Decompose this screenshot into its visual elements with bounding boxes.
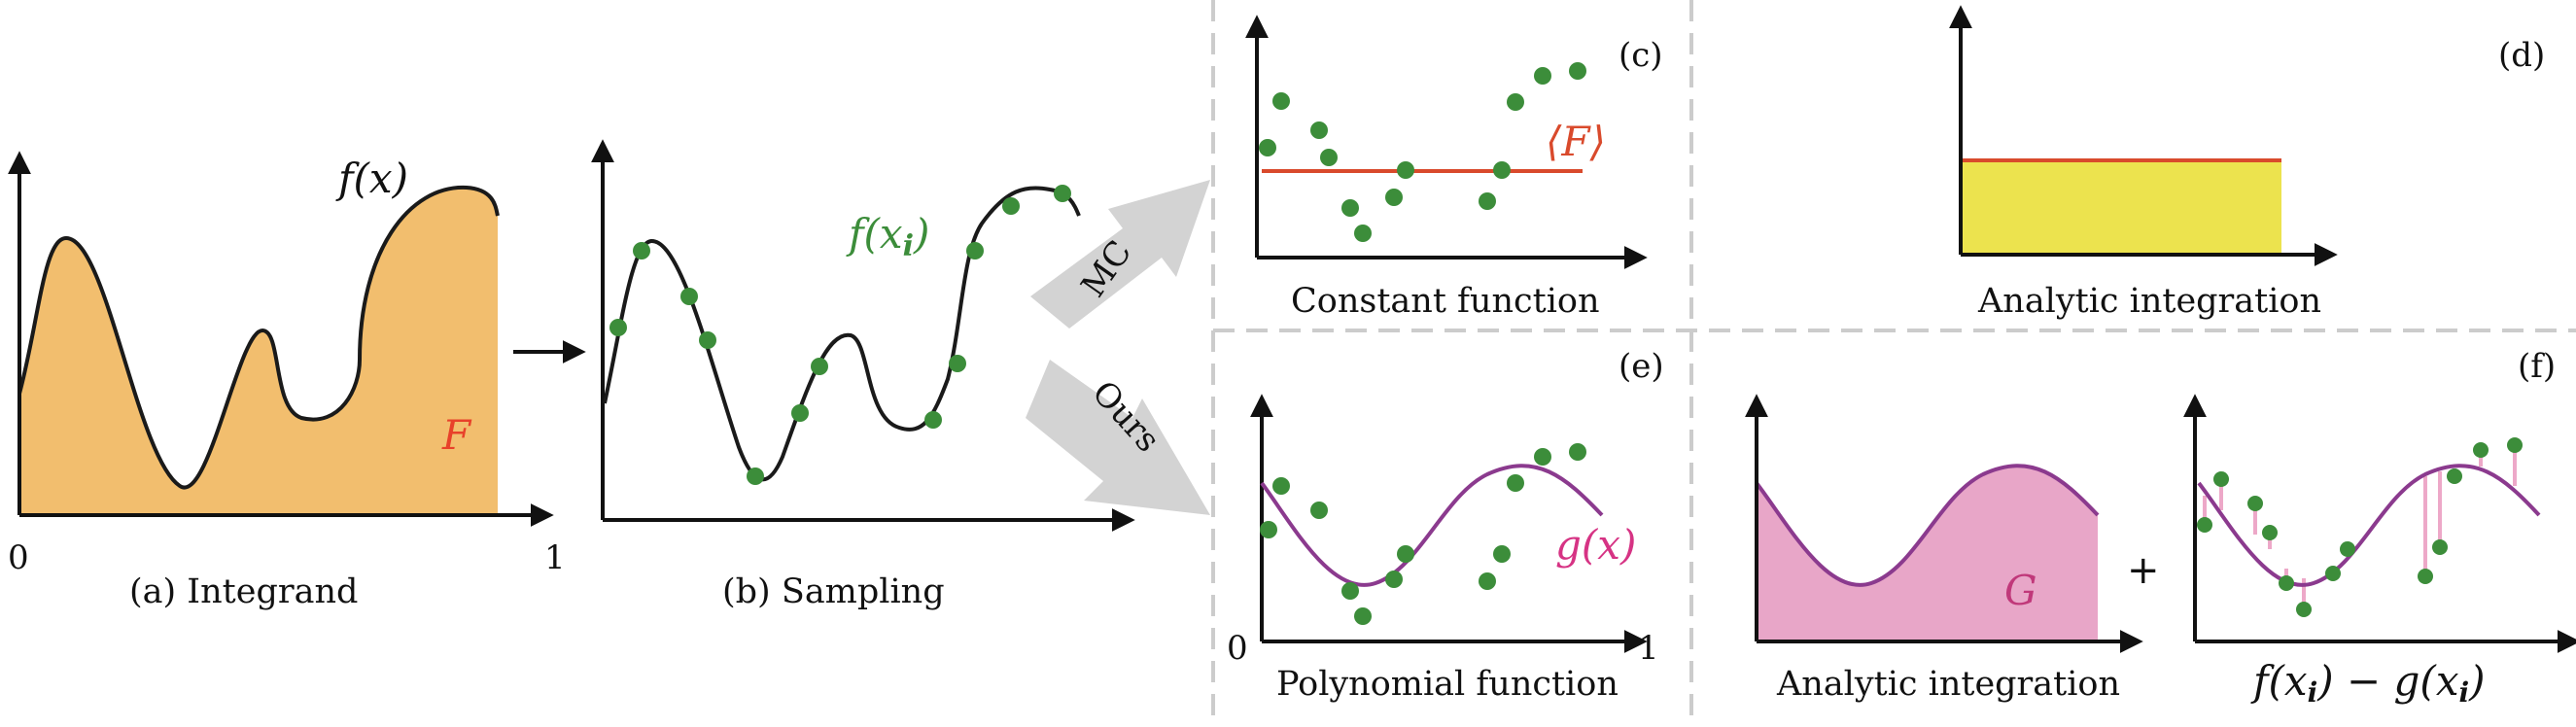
sample-point (1385, 189, 1403, 206)
panel-a: 0 1 f(x) F (a) Integrand (7, 151, 566, 611)
sample-point (2213, 471, 2229, 487)
sample-point (949, 355, 966, 372)
x-tick-zero: 0 (1227, 629, 1248, 668)
sample-point (1534, 67, 1551, 85)
sample-points (1259, 62, 1586, 242)
sample-point (2247, 496, 2263, 511)
plus-sign: + (2127, 548, 2160, 593)
G-label: G (2004, 567, 2037, 614)
polynomial-curve (1260, 464, 1604, 587)
sample-point (1534, 448, 1551, 466)
x-tick-one: 1 (1638, 629, 1659, 668)
sample-point (2279, 575, 2294, 591)
mean-label: ⟨F⟩ (1546, 118, 1606, 165)
arrow-ours: Ours (1026, 360, 1210, 515)
sample-point (1507, 474, 1524, 492)
integrand-area (19, 187, 498, 516)
G-area (1757, 466, 2098, 641)
integrand-curve (17, 185, 500, 490)
residual-label: f(xi) − g(xi) (2250, 657, 2486, 709)
sample-point (1054, 185, 1071, 202)
sample-point (811, 358, 828, 375)
caption-c: Constant function (1291, 282, 1600, 321)
sample-point (1479, 572, 1496, 590)
panel-letter-e: (e) (1619, 347, 1664, 386)
panel-letter-f: (f) (2518, 347, 2556, 386)
panel-c: ⟨F⟩ (c) Constant function (1245, 15, 1663, 321)
panel-d: (d) Analytic integration (1949, 5, 2545, 321)
sample-point (1569, 443, 1586, 461)
fx-label: f(x) (335, 155, 408, 202)
F-label: F (441, 411, 472, 459)
caption-e: Polynomial function (1276, 665, 1619, 704)
sample-points (2197, 437, 2523, 617)
sample-point (2473, 442, 2489, 458)
panel-f: G Analytic integration + (1745, 347, 2576, 709)
sample-point (747, 467, 764, 485)
panel-e: g(x) 0 1 (e) Polynomial function (1227, 347, 1664, 704)
arrow-mc: MC (1030, 180, 1210, 329)
sample-point (1341, 199, 1359, 217)
sample-point (966, 242, 984, 260)
sample-point (924, 411, 942, 429)
residual-lines (2203, 445, 2517, 609)
sample-point (1272, 477, 1290, 495)
polynomial-curve (2197, 464, 2541, 587)
sample-point (680, 288, 698, 305)
caption-a: (a) Integrand (129, 572, 358, 611)
sample-points (1260, 443, 1586, 625)
sample-point (1002, 197, 1020, 215)
caption-b: (b) Sampling (722, 572, 945, 611)
sample-point (2447, 468, 2462, 484)
caption-d: Analytic integration (1977, 282, 2321, 321)
gx-label: g(x) (1555, 521, 1636, 569)
sample-point (1397, 545, 1414, 563)
sample-point (2507, 437, 2523, 453)
sample-points (609, 185, 1071, 485)
panel-letter-d: (d) (2498, 36, 2545, 75)
sample-point (1320, 149, 1338, 166)
sample-point (1260, 521, 1277, 538)
sample-point (1310, 502, 1328, 519)
sampling-curve (603, 186, 1081, 482)
sample-point (1385, 571, 1403, 588)
sample-point (1569, 62, 1586, 80)
panel-letter-c: (c) (1619, 36, 1663, 75)
x-tick-zero: 0 (8, 538, 29, 577)
sample-point (1493, 161, 1511, 179)
sample-point (1397, 161, 1414, 179)
sample-point (1354, 607, 1372, 625)
sample-point (1310, 121, 1328, 139)
sample-point (633, 242, 650, 260)
sample-point (1479, 192, 1496, 210)
sample-point (1493, 545, 1511, 563)
caption-f-left: Analytic integration (1776, 665, 2120, 704)
analytic-area (1961, 160, 2281, 254)
sample-point (1272, 92, 1290, 110)
sample-point (1507, 93, 1524, 111)
sample-point (2418, 569, 2433, 584)
sample-point (1259, 139, 1276, 156)
sample-point (1354, 225, 1372, 242)
sample-point (2340, 541, 2355, 557)
sample-point (2197, 517, 2212, 533)
panel-b: f(xi) (b) Sampling (591, 139, 1135, 611)
sample-point (609, 319, 627, 336)
sample-point (2262, 525, 2278, 540)
polynomial-curve (1755, 464, 2100, 587)
x-tick-one: 1 (544, 538, 566, 577)
sample-point (699, 331, 716, 349)
sample-point (2432, 539, 2448, 555)
sample-point (2325, 566, 2341, 581)
sample-point (2296, 602, 2312, 617)
sample-point (791, 404, 809, 422)
sample-point (1341, 582, 1359, 600)
fxi-label: f(xi) (846, 210, 929, 263)
